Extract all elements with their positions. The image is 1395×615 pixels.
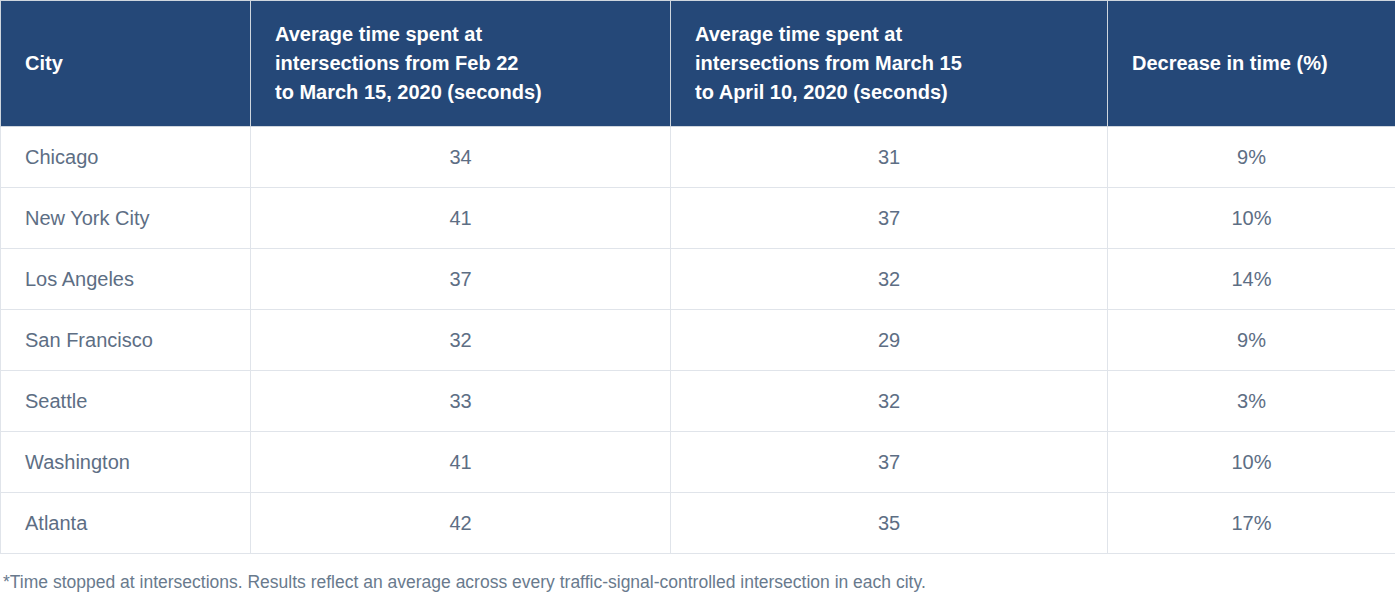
city-cell: San Francisco (1, 310, 251, 371)
footnote: *Time stopped at intersections. Results … (3, 570, 1395, 595)
decrease-cell: 17% (1108, 493, 1395, 554)
period2-cell: 37 (671, 432, 1108, 493)
header-row: City Average time spent at intersections… (1, 1, 1395, 127)
city-cell: New York City (1, 188, 251, 249)
column-header-decrease: Decrease in time (%) (1108, 1, 1395, 127)
period1-cell: 34 (251, 127, 671, 188)
period2-cell: 37 (671, 188, 1108, 249)
period1-cell: 32 (251, 310, 671, 371)
city-cell: Atlanta (1, 493, 251, 554)
decrease-cell: 10% (1108, 188, 1395, 249)
table-header: City Average time spent at intersections… (1, 1, 1395, 127)
column-header-period-feb22-mar15: Average time spent at intersections from… (251, 1, 671, 127)
city-cell: Los Angeles (1, 249, 251, 310)
period2-cell: 29 (671, 310, 1108, 371)
decrease-cell: 10% (1108, 432, 1395, 493)
table-row: New York City 41 37 10% (1, 188, 1395, 249)
table-row: Atlanta 42 35 17% (1, 493, 1395, 554)
period2-cell: 35 (671, 493, 1108, 554)
table-row: Chicago 34 31 9% (1, 127, 1395, 188)
column-header-city: City (1, 1, 251, 127)
period2-cell: 32 (671, 249, 1108, 310)
period1-cell: 41 (251, 188, 671, 249)
decrease-cell: 14% (1108, 249, 1395, 310)
decrease-cell: 3% (1108, 371, 1395, 432)
period1-cell: 42 (251, 493, 671, 554)
decrease-cell: 9% (1108, 127, 1395, 188)
table-row: Washington 41 37 10% (1, 432, 1395, 493)
intersection-time-table: City Average time spent at intersections… (0, 0, 1395, 554)
table-row: San Francisco 32 29 9% (1, 310, 1395, 371)
table-row: Seattle 33 32 3% (1, 371, 1395, 432)
period1-cell: 41 (251, 432, 671, 493)
period2-cell: 32 (671, 371, 1108, 432)
city-cell: Seattle (1, 371, 251, 432)
column-header-period-mar15-apr10: Average time spent at intersections from… (671, 1, 1108, 127)
table-body: Chicago 34 31 9% New York City 41 37 10%… (1, 127, 1395, 554)
period1-cell: 33 (251, 371, 671, 432)
city-cell: Chicago (1, 127, 251, 188)
period2-cell: 31 (671, 127, 1108, 188)
table-row: Los Angeles 37 32 14% (1, 249, 1395, 310)
period1-cell: 37 (251, 249, 671, 310)
city-cell: Washington (1, 432, 251, 493)
decrease-cell: 9% (1108, 310, 1395, 371)
